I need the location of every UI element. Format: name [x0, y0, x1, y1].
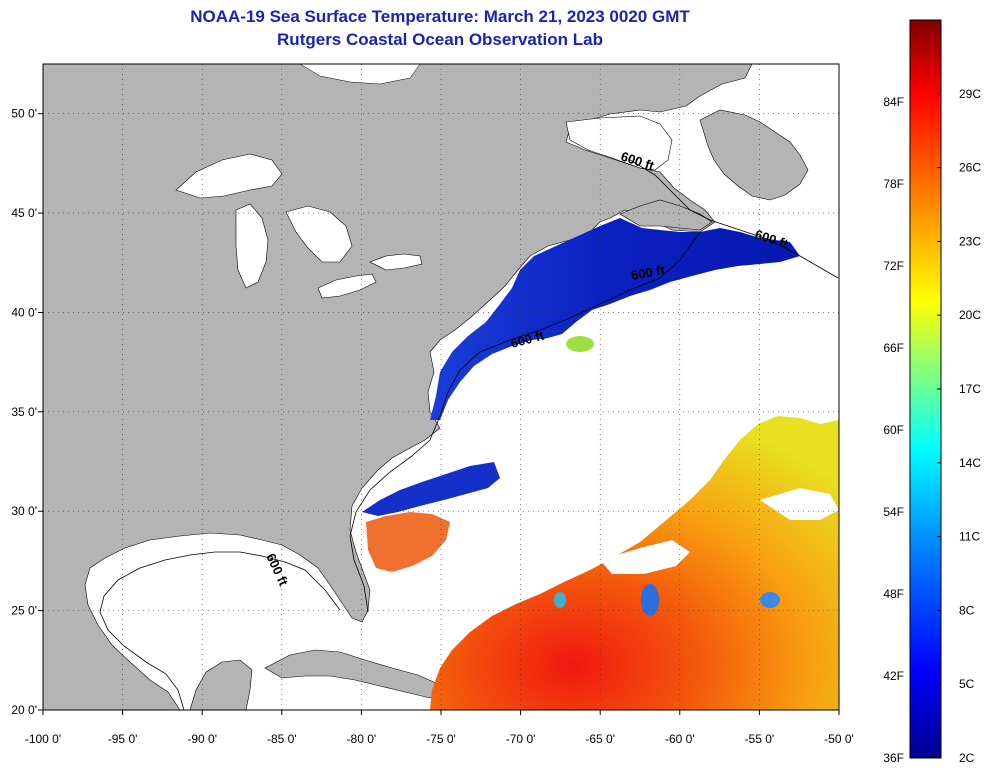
colorbar-ticks: 84F 78F 72F 66F 60F 54F 48F 42F 36F 29C 26C 23C 20C 1… [883, 87, 981, 765]
colorbar-fahrenheit-label: 60F [883, 423, 904, 437]
colorbar-fahrenheit-label: 42F [883, 669, 904, 683]
longitude-label: -50 0' [824, 732, 854, 746]
latitude-label: 25 0' [11, 604, 37, 618]
colorbar-celsius-label: 20C [959, 308, 981, 322]
sst-eddy-3 [554, 592, 566, 608]
longitude-label: -90 0' [187, 732, 217, 746]
sst-eddy-4 [566, 336, 594, 352]
cloud-patch-1 [600, 540, 690, 574]
sst-eddy-1 [641, 584, 659, 616]
lake-ontario [369, 253, 423, 271]
contour-600ft-atlantic [349, 159, 839, 613]
cloud-patch-2 [760, 488, 839, 520]
contour-600ft-gulf [99, 551, 341, 710]
longitude-label: -70 0' [506, 732, 536, 746]
longitude-label: -85 0' [267, 732, 297, 746]
map-title: NOAA-19 Sea Surface Temperature: March 2… [190, 7, 690, 26]
latitude-label: 35 0' [11, 405, 37, 419]
sst-warm-florida [366, 512, 450, 572]
colorbar-celsius-label: 23C [959, 234, 981, 248]
land-yucatan [189, 659, 253, 710]
colorbar-celsius-label: 5C [959, 677, 975, 691]
longitude-label: -55 0' [745, 732, 775, 746]
james-bay-area [299, 64, 421, 85]
latitude-label: 30 0' [11, 504, 37, 518]
colorbar-celsius-label: 26C [959, 161, 981, 175]
colorbar-celsius-label: 2C [959, 751, 975, 765]
colorbar-celsius-label: 11C [959, 530, 980, 544]
colorbar-fahrenheit-label: 72F [883, 259, 904, 273]
latitude-axis: 50 0' 45 0' 40 0' 35 0' 30 0' 25 0' 20 0' [11, 107, 43, 717]
latitude-label: 50 0' [11, 107, 37, 121]
lake-michigan [235, 203, 269, 289]
latitude-label: 45 0' [11, 206, 37, 220]
land-newfoundland [699, 109, 809, 201]
colorbar [909, 19, 942, 759]
colorbar-fahrenheit-label: 54F [883, 505, 904, 519]
longitude-axis: -100 0' -95 0' -90 0' -85 0' -80 0' -75 0' -70… [25, 710, 854, 746]
latitude-label: 20 0' [11, 703, 37, 717]
latitude-label: 40 0' [11, 305, 37, 319]
longitude-label: -65 0' [585, 732, 615, 746]
colorbar-fahrenheit-label: 48F [883, 587, 904, 601]
longitude-label: -95 0' [108, 732, 138, 746]
longitude-label: -60 0' [665, 732, 695, 746]
land-north-america [43, 64, 753, 710]
lake-huron [285, 205, 353, 263]
colorbar-fahrenheit-label: 78F [883, 177, 904, 191]
colorbar-celsius-label: 14C [959, 456, 981, 470]
map-layers: 600 ft 600 ft 600 ft 600 ft 600 ft [43, 64, 839, 710]
cloud-patch-3 [440, 590, 500, 620]
sst-cold-carolina [362, 462, 500, 516]
sst-cold-shelf [430, 218, 800, 420]
colorbar-celsius-label: 17C [959, 382, 981, 396]
longitude-label: -75 0' [426, 732, 456, 746]
map-subtitle: Rutgers Coastal Ocean Observation Lab [277, 30, 603, 49]
longitude-label: -80 0' [347, 732, 377, 746]
sst-eddy-2 [760, 592, 780, 608]
land-nova-scotia [619, 199, 713, 231]
colorbar-celsius-label: 8C [959, 603, 975, 617]
gulf-st-lawrence [565, 115, 673, 171]
contour-label: 600 ft [630, 262, 667, 283]
colorbar-fahrenheit-label: 84F [883, 95, 904, 109]
colorbar-fahrenheit-label: 66F [883, 341, 904, 355]
colorbar-celsius-label: 29C [959, 87, 981, 101]
longitude-label: -100 0' [25, 732, 61, 746]
colorbar-fahrenheit-label: 36F [883, 751, 904, 765]
